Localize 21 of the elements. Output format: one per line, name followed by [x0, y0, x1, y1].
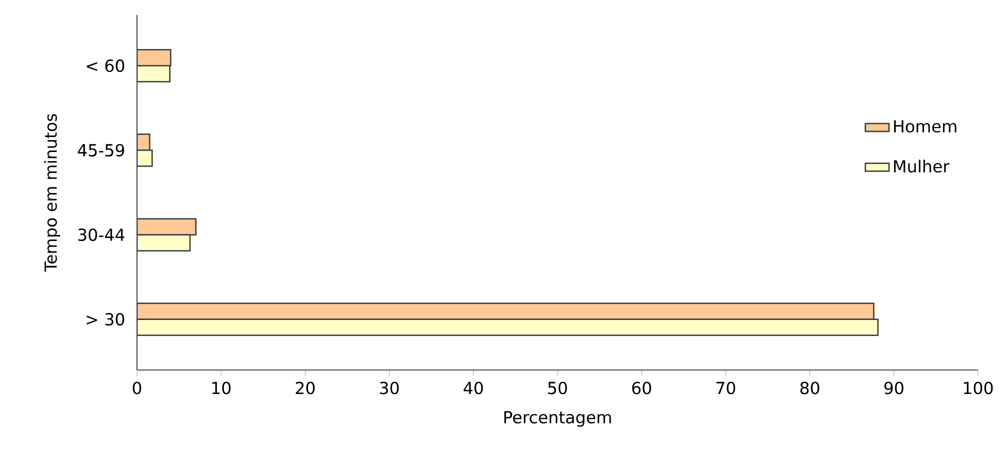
bar: [137, 318, 879, 336]
y-tick-label: < 60: [86, 59, 124, 72]
y-axis-title: Tempo em minutos: [44, 114, 60, 272]
x-tick-label: 50: [548, 382, 567, 394]
x-tick-label: 20: [296, 382, 315, 394]
y-tick-label: 45-59: [78, 144, 124, 157]
y-tick-label: 30-44: [78, 228, 124, 242]
legend-label: Mulher: [894, 160, 950, 173]
x-tick-label: 80: [800, 382, 820, 394]
x-tick-label: 30: [380, 382, 399, 394]
bar: [137, 302, 874, 320]
x-tick-label: 70: [716, 382, 736, 394]
x-tick-label: 100: [964, 382, 993, 394]
y-tick-label: > 30: [86, 313, 124, 326]
legend-label: Homem: [894, 120, 956, 133]
x-axis-title: Percentagem: [504, 411, 611, 427]
x-tick-label: 0: [132, 382, 142, 394]
x-tick-label: 60: [632, 382, 652, 394]
x-tick-label: 10: [212, 382, 231, 394]
x-tick-label: 40: [464, 382, 483, 394]
x-tick-label: 90: [884, 382, 904, 394]
